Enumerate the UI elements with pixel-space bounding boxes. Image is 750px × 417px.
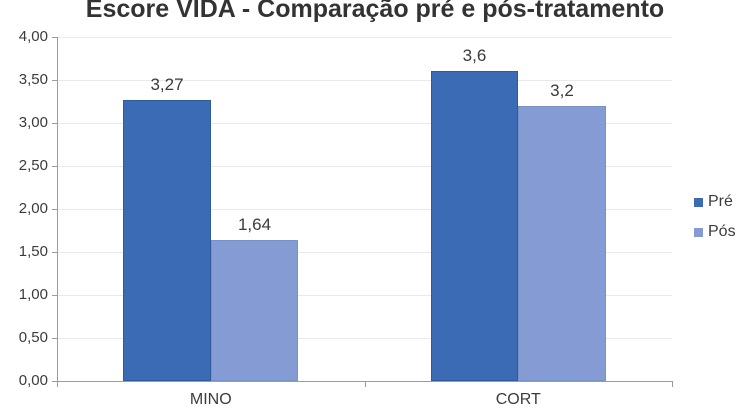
legend-label: Pós [708,223,736,240]
x-tick [57,381,58,387]
gridline [57,338,672,339]
gridline [57,166,672,167]
y-tick [52,209,57,210]
legend-item: Pós [694,222,736,242]
bar-value-label: 3,6 [462,46,487,66]
chart-title: Escore VIDA - Comparação pré e pós-trata… [85,0,665,23]
y-tick [52,166,57,167]
gridline [57,295,672,296]
x-tick [364,381,366,387]
legend-swatch-pr [694,197,703,207]
bar-pr-cort [430,71,519,381]
y-tick-label: 0,50 [18,329,48,346]
gridline [57,209,672,210]
y-tick-label: 4,00 [18,28,48,45]
legend: Pré Pós [694,192,736,252]
y-tick-label: 1,50 [18,243,48,260]
x-category-label: MINO [189,391,232,408]
y-tick-label: 1,00 [18,286,48,303]
bar-value-label: 3,27 [150,74,184,94]
bar-ps-cort [518,105,606,381]
bar-value-label: 3,2 [550,80,574,100]
y-tick-label: 2,50 [18,157,48,174]
y-tick-label: 2,00 [18,200,48,217]
x-tick [672,381,673,387]
legend-item: Pré [694,192,736,212]
y-tick [52,80,57,81]
x-category-label: CORT [495,391,541,408]
y-tick [52,338,57,339]
bar-ps-mino [210,239,299,381]
bar-value-label: 1,64 [237,214,272,234]
gridline [57,123,672,124]
y-tick [52,252,57,253]
gridline [57,252,672,253]
plot-area: 3,27 1,64 3,6 3,2 [57,37,672,381]
y-tick [52,37,57,38]
y-tick [52,123,57,124]
y-tick-label: 3,50 [18,71,48,88]
y-tick-label: 0,00 [18,372,48,389]
y-tick [52,295,57,296]
y-tick-label: 3,00 [18,114,48,131]
y-axis-line [57,37,58,387]
gridline [57,80,672,81]
y-tick [52,381,57,382]
bar-pr-mino [123,99,211,381]
legend-label: Pré [708,193,733,210]
gridline [57,37,672,38]
legend-swatch-ps [694,227,703,237]
